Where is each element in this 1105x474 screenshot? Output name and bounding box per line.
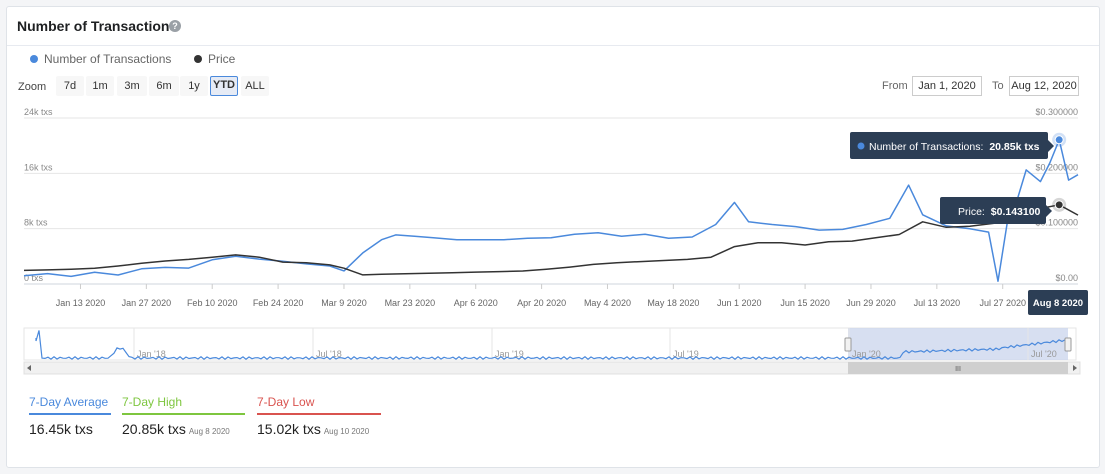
zoom-all-button[interactable]: ALL xyxy=(241,76,269,96)
navigator-label: Jan '18 xyxy=(137,349,166,359)
y-right-tick-label: $0.200000 xyxy=(1035,162,1078,172)
stat-average: 7-Day Average 16.45k txs xyxy=(29,395,111,437)
stat-low: 7-Day Low 15.02k txs Aug 10 2020 xyxy=(257,395,381,437)
navigator-right-handle[interactable] xyxy=(1064,337,1072,352)
navigator-series-line xyxy=(35,330,1072,360)
navigator-label: Jul '20 xyxy=(1031,349,1057,359)
tooltip-price-box xyxy=(940,197,1046,224)
tooltip-transactions-box xyxy=(850,132,1048,159)
x-tick-label: Jul 27 2020 xyxy=(979,298,1026,308)
zoom-ytd-button[interactable]: YTD xyxy=(210,76,238,96)
zoom-label: Zoom xyxy=(18,81,47,93)
tooltip-date: Aug 8 2020 xyxy=(1033,298,1083,309)
stat-high: 7-Day High 20.85k txs Aug 8 2020 xyxy=(122,395,245,437)
navigator[interactable]: Jan '18 Jul '18 Jan '19 Jul '19 Jan '20 Jul '… xyxy=(23,327,1077,361)
transactions-hover-point xyxy=(1054,135,1064,145)
stat-average-value: 16.45k txs xyxy=(29,421,93,437)
tooltip-price-label: Price: xyxy=(958,206,985,218)
to-label: To xyxy=(992,80,1004,92)
chart-tooltip: Number of Transactions: 20.85k txs Price… xyxy=(850,132,1088,315)
card-header: Number of Transactions ? xyxy=(7,7,1099,46)
tooltip-transactions-marker xyxy=(857,142,865,150)
navigator-label: Jan '19 xyxy=(495,349,524,359)
tooltip-transactions-value: 20.85k txs xyxy=(989,141,1039,153)
y-left-tick-label: 24k txs xyxy=(24,107,53,117)
y-right-tick-label: $0.00 xyxy=(1055,273,1078,283)
tooltip-transactions-label: Number of Transactions: xyxy=(869,141,983,153)
price-series-line[interactable] xyxy=(23,204,1079,276)
legend-label-price: Price xyxy=(208,52,236,66)
scrollbar-thumb[interactable] xyxy=(848,362,1068,374)
svg-text:Price: $0.143100: Price: $0.143100 xyxy=(958,206,1041,218)
tooltip-transactions-pointer xyxy=(1048,140,1054,152)
question-circle-icon[interactable]: ? xyxy=(169,20,181,32)
zoom-6m-button[interactable]: 6m xyxy=(149,76,179,96)
tooltip-price-pointer xyxy=(1046,205,1052,217)
price-hover-point xyxy=(1054,200,1064,210)
scrollbar-grip: III xyxy=(955,366,961,373)
navigator-label: Jul '18 xyxy=(316,349,342,359)
y-left-tick-label: 16k txs xyxy=(24,162,53,172)
x-tick-label: Jun 29 2020 xyxy=(846,298,896,308)
card-title: Number of Transactions xyxy=(17,18,178,34)
legend-marker-price xyxy=(194,55,202,63)
x-tick-label: Jan 27 2020 xyxy=(122,298,172,308)
to-date-input[interactable]: Aug 12, 2020 xyxy=(1009,76,1079,96)
x-tick-label: Jun 1 2020 xyxy=(717,298,762,308)
zoom-3m-button[interactable]: 3m xyxy=(117,76,147,96)
navigator-label: Jan '20 xyxy=(852,349,881,359)
x-tick-label: Apr 20 2020 xyxy=(517,298,566,308)
x-tick-label: Mar 23 2020 xyxy=(385,298,436,308)
x-tick-label: Jun 15 2020 xyxy=(780,298,830,308)
scroll-right-arrow-icon[interactable] xyxy=(1073,365,1077,371)
stat-high-value: 20.85k txs xyxy=(122,421,186,437)
x-tick-label: Apr 6 2020 xyxy=(454,298,498,308)
stat-low-label: 7-Day Low xyxy=(257,395,381,415)
x-tick-label: Feb 10 2020 xyxy=(187,298,238,308)
stat-high-label: 7-Day High xyxy=(122,395,245,415)
navigator-left-handle[interactable] xyxy=(844,337,852,352)
zoom-1m-button[interactable]: 1m xyxy=(86,76,114,96)
stat-low-value: 15.02k txs xyxy=(257,421,321,437)
x-tick-label: Jul 13 2020 xyxy=(914,298,961,308)
zoom-1y-button[interactable]: 1y xyxy=(180,76,208,96)
from-label: From xyxy=(882,80,908,92)
tooltip-date-box xyxy=(1028,290,1088,315)
y-left-tick-label: 0 txs xyxy=(24,273,44,283)
x-tick-label: May 4 2020 xyxy=(584,298,631,308)
tooltip-price-value: $0.143100 xyxy=(991,206,1041,218)
x-tick-label: Mar 9 2020 xyxy=(321,298,367,308)
x-tick-label: Feb 24 2020 xyxy=(253,298,304,308)
from-date-input[interactable]: Jan 1, 2020 xyxy=(912,76,982,96)
zoom-7d-button[interactable]: 7d xyxy=(56,76,84,96)
scrollbar-track[interactable] xyxy=(23,361,1081,375)
transactions-series-line[interactable] xyxy=(23,139,1079,282)
stat-low-date: Aug 10 2020 xyxy=(323,427,370,436)
legend-marker-transactions xyxy=(30,55,38,63)
y-left-tick-label: 8k txs xyxy=(24,218,48,228)
stat-average-label: 7-Day Average xyxy=(29,395,111,415)
x-tick-label: May 18 2020 xyxy=(647,298,699,308)
svg-text:Number of Transactions:: Number of Transactions: 20.85k txs xyxy=(869,141,1040,153)
legend-item-price[interactable]: Price xyxy=(194,52,235,66)
scroll-left-arrow-icon[interactable] xyxy=(27,365,31,371)
y-right-tick-label: $0.300000 xyxy=(1035,107,1078,117)
y-right-tick-label: $0.100000 xyxy=(1035,218,1078,228)
navigator-label: Jul '19 xyxy=(673,349,699,359)
x-tick-label: Jan 13 2020 xyxy=(56,298,106,308)
stat-high-date: Aug 8 2020 xyxy=(188,427,230,436)
legend-label-transactions: Number of Transactions xyxy=(44,52,172,66)
chart-svg: 0 txs 8k txs 16k txs 24k txs $0.00 $0.100000… xyxy=(23,107,1088,375)
legend-item-transactions[interactable]: Number of Transactions xyxy=(30,52,171,66)
